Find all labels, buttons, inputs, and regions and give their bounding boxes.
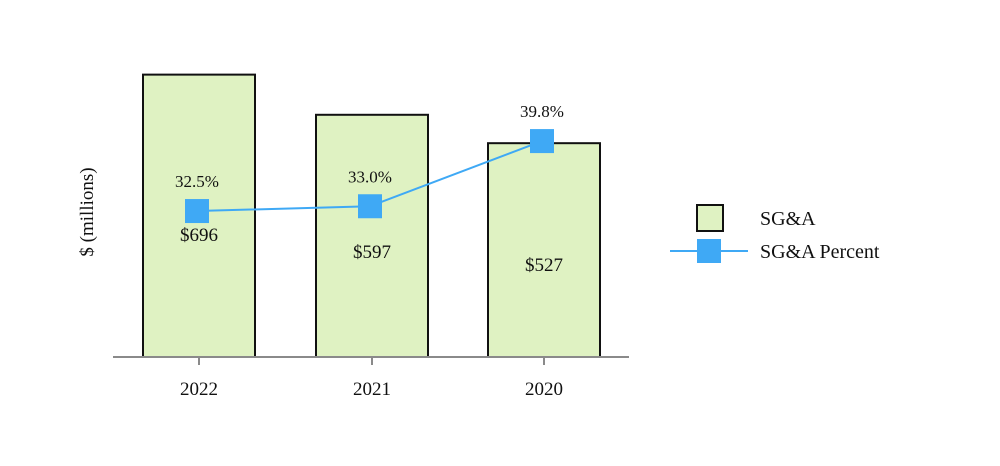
x-ticks-group: 2022 2021 2020: [180, 357, 563, 400]
y-axis-title: $ (millions): [77, 167, 98, 256]
percent-marker-2022: [185, 199, 209, 224]
percent-label-2022: 32.5%: [175, 172, 219, 191]
bar-2021: [315, 113, 429, 358]
percent-label-2021: 33.0%: [348, 167, 392, 186]
bar-value-label-2022: $696: [180, 225, 218, 246]
bar-value-label-2021: $597: [353, 242, 391, 263]
x-tick-label-2021: 2021: [353, 379, 391, 400]
sga-percent-labels: 32.5% 33.0% 39.8%: [175, 102, 564, 191]
percent-marker-2020: [530, 129, 554, 154]
bar-2020: [487, 142, 601, 358]
legend-sga-swatch: [696, 204, 724, 232]
legend-sga-label: SG&A: [760, 208, 816, 230]
legend: SG&A SG&A Percent: [670, 204, 880, 263]
percent-label-2020: 39.8%: [520, 102, 564, 121]
legend-sga-percent-marker: [697, 239, 721, 263]
x-tick-label-2020: 2020: [525, 379, 563, 400]
percent-marker-2021: [358, 194, 382, 219]
sga-percent-markers: [185, 129, 554, 224]
legend-sga-percent-label: SG&A Percent: [760, 241, 880, 263]
x-tick-label-2022: 2022: [180, 379, 218, 400]
bar-value-label-2020: $527: [525, 255, 563, 276]
bar-labels-group: $696 $597 $527: [180, 225, 563, 276]
